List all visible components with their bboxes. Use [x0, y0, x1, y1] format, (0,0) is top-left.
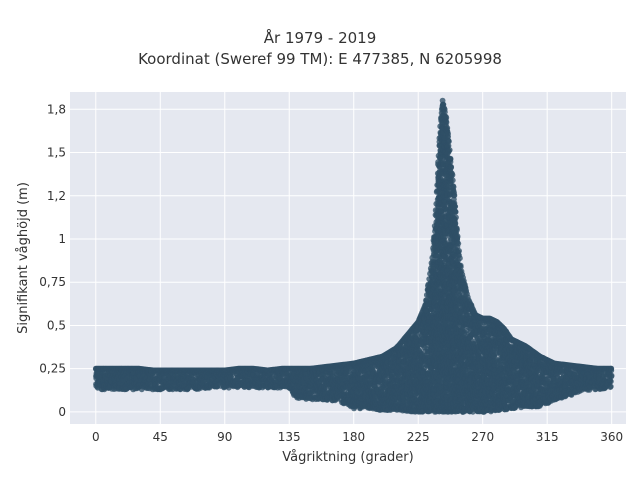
- chart-title: År 1979 - 2019: [263, 29, 377, 47]
- scatter-point: [447, 155, 454, 162]
- scatter-point: [444, 125, 451, 131]
- chart-title-block: År 1979 - 2019 Koordinat (Sweref 99 TM):…: [0, 28, 640, 70]
- scatter-point: [446, 138, 452, 145]
- scatter-point: [445, 130, 451, 137]
- scatter-points: [92, 97, 615, 415]
- scatter-point: [442, 113, 449, 120]
- chart-subtitle: Koordinat (Sweref 99 TM): E 477385, N 62…: [138, 50, 502, 68]
- scatter-point: [443, 119, 450, 126]
- scatter-point: [446, 147, 453, 153]
